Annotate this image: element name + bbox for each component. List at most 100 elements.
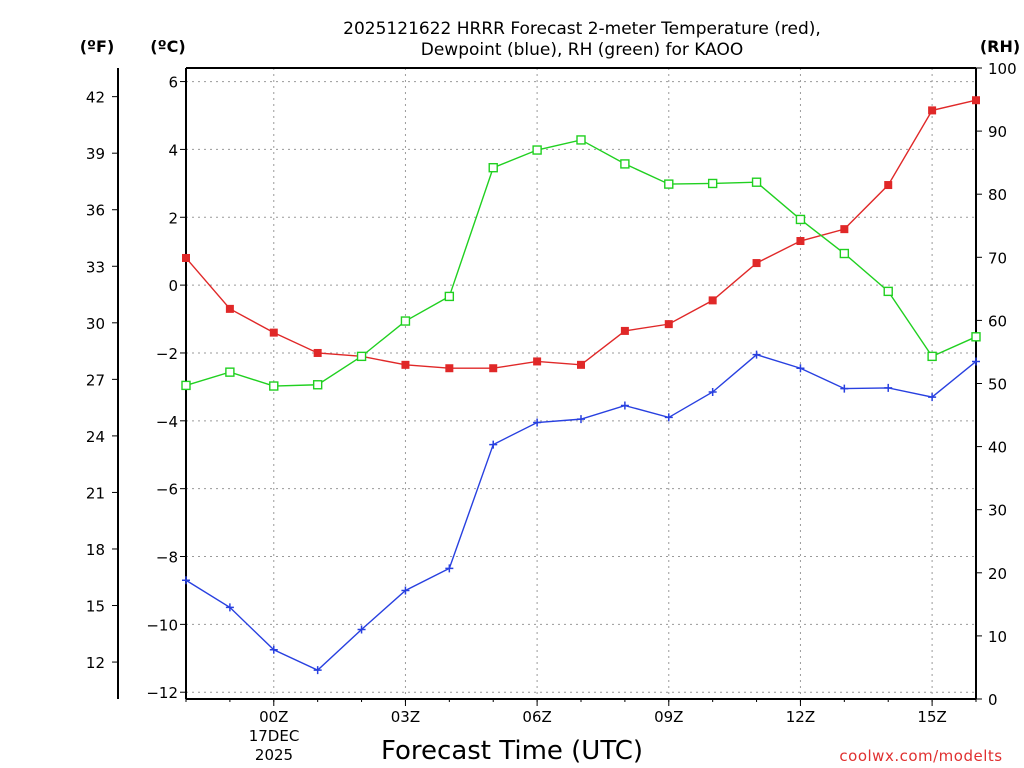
dewpoint-point bbox=[357, 625, 366, 634]
x-tick-label: 09Z bbox=[654, 708, 683, 726]
rh-point bbox=[576, 135, 586, 145]
rh-point bbox=[971, 332, 981, 342]
dewpoint-point bbox=[664, 413, 673, 422]
rh-tick-label: 60 bbox=[988, 312, 1007, 330]
2-meter-temperature-point bbox=[313, 348, 322, 357]
rh-point bbox=[927, 351, 937, 362]
dewpoint-point bbox=[928, 393, 937, 402]
rh-tick-label: 0 bbox=[988, 691, 998, 709]
dewpoint-point bbox=[445, 564, 454, 573]
celsius-tick-label: 4 bbox=[168, 141, 178, 159]
2-meter-temperature-point bbox=[664, 320, 673, 329]
dewpoint-point bbox=[840, 384, 849, 393]
fahrenheit-tick-label: 18 bbox=[86, 541, 105, 559]
2-meter-temperature-point bbox=[796, 237, 805, 246]
celsius-unit-label: (ºC) bbox=[150, 37, 185, 56]
2-meter-temperature-point bbox=[972, 96, 980, 105]
data-series bbox=[181, 96, 981, 675]
dewpoint-point bbox=[884, 383, 893, 392]
rh-tick-label: 50 bbox=[988, 376, 1007, 394]
celsius-tick-label: −6 bbox=[156, 481, 178, 499]
dewpoint-point bbox=[620, 401, 629, 410]
rh-point bbox=[269, 381, 279, 391]
rh-point bbox=[312, 380, 323, 390]
rh-tick-label: 20 bbox=[988, 565, 1007, 583]
celsius-tick-label: −10 bbox=[146, 616, 178, 634]
dewpoint-point bbox=[182, 576, 190, 585]
2-meter-temperature-point bbox=[840, 225, 849, 234]
rh-tick-label: 90 bbox=[988, 123, 1007, 141]
celsius-tick-label: −2 bbox=[156, 345, 178, 363]
2-meter-temperature-point bbox=[708, 296, 717, 305]
rh-tick-label: 40 bbox=[988, 439, 1007, 457]
rh-point bbox=[620, 159, 630, 169]
fahrenheit-tick-label: 21 bbox=[86, 484, 105, 502]
rh-tick-label: 100 bbox=[988, 60, 1017, 78]
2-meter-temperature-point bbox=[225, 304, 234, 313]
x-tick-label: 12Z bbox=[786, 708, 815, 726]
dewpoint-point bbox=[708, 387, 717, 396]
2-meter-temperature-point bbox=[269, 328, 278, 337]
2-meter-temperature-point bbox=[533, 357, 542, 366]
celsius-tick-label: −4 bbox=[156, 413, 178, 431]
fahrenheit-tick-label: 30 bbox=[86, 315, 105, 333]
chart-subtitle: Dewpoint (blue), RH (green) for KAOO bbox=[421, 40, 744, 60]
2-meter-temperature-point bbox=[445, 364, 454, 373]
2-meter-temperature-point bbox=[620, 326, 629, 335]
fahrenheit-tick-label: 33 bbox=[86, 258, 105, 276]
2-meter-temperature-point bbox=[928, 106, 937, 115]
fahrenheit-tick-label: 24 bbox=[86, 428, 105, 446]
x-tick-label: 00Z bbox=[259, 708, 288, 726]
dewpoint-point bbox=[489, 440, 498, 449]
x-tick-label: 06Z bbox=[522, 708, 551, 726]
dewpoint-point bbox=[972, 357, 980, 366]
2-meter-temperature-point bbox=[752, 259, 761, 268]
x-tick-label: 15Z bbox=[917, 708, 946, 726]
rh-tick-label: 70 bbox=[988, 249, 1007, 267]
celsius-tick-label: 2 bbox=[168, 209, 178, 227]
2-meter-temperature-point bbox=[182, 253, 190, 262]
fahrenheit-tick-label: 12 bbox=[86, 654, 105, 672]
dewpoint-point bbox=[313, 666, 322, 675]
x-date-label-line1: 17DEC bbox=[249, 727, 300, 745]
rh-point bbox=[751, 177, 762, 187]
rh-point bbox=[883, 286, 893, 297]
rh-tick-label: 80 bbox=[988, 186, 1007, 204]
rh-tick-label: 10 bbox=[988, 628, 1007, 646]
dewpoint-point bbox=[796, 364, 805, 373]
rh-point bbox=[532, 145, 542, 155]
x-axis-title: Forecast Time (UTC) bbox=[381, 736, 643, 766]
fahrenheit-tick-label: 15 bbox=[86, 598, 105, 616]
rh-point bbox=[664, 179, 674, 189]
celsius-tick-label: 6 bbox=[168, 74, 178, 92]
celsius-tick-label: 0 bbox=[168, 277, 178, 295]
rh-point bbox=[795, 214, 806, 225]
dewpoint-point bbox=[401, 586, 410, 595]
rh-unit-label: (RH) bbox=[980, 37, 1020, 56]
2-meter-temperature-point bbox=[401, 360, 410, 369]
fahrenheit-tick-label: 36 bbox=[86, 202, 105, 220]
chart-title: 2025121622 HRRR Forecast 2-meter Tempera… bbox=[343, 19, 821, 39]
dewpoint-point bbox=[577, 415, 585, 424]
rh-point bbox=[707, 178, 718, 189]
rh-point bbox=[444, 291, 455, 302]
rh-tick-label: 30 bbox=[988, 502, 1007, 520]
2-meter-temperature-point bbox=[489, 364, 498, 373]
rh-point bbox=[400, 316, 411, 326]
celsius-tick-label: −12 bbox=[146, 684, 178, 702]
dewpoint-point bbox=[225, 603, 234, 612]
x-tick-label: 03Z bbox=[391, 708, 420, 726]
2-meter-temperature-point bbox=[884, 181, 893, 190]
fahrenheit-unit-label: (ºF) bbox=[80, 37, 115, 56]
2-meter-temperature-point bbox=[577, 360, 585, 369]
fahrenheit-tick-label: 42 bbox=[86, 89, 105, 107]
rh-point bbox=[356, 351, 367, 362]
rh-point bbox=[181, 380, 191, 391]
fahrenheit-tick-label: 27 bbox=[86, 371, 105, 389]
watermark: coolwx.com/modelts bbox=[839, 747, 1002, 765]
dewpoint-point bbox=[269, 645, 278, 654]
celsius-tick-label: −8 bbox=[156, 549, 178, 567]
